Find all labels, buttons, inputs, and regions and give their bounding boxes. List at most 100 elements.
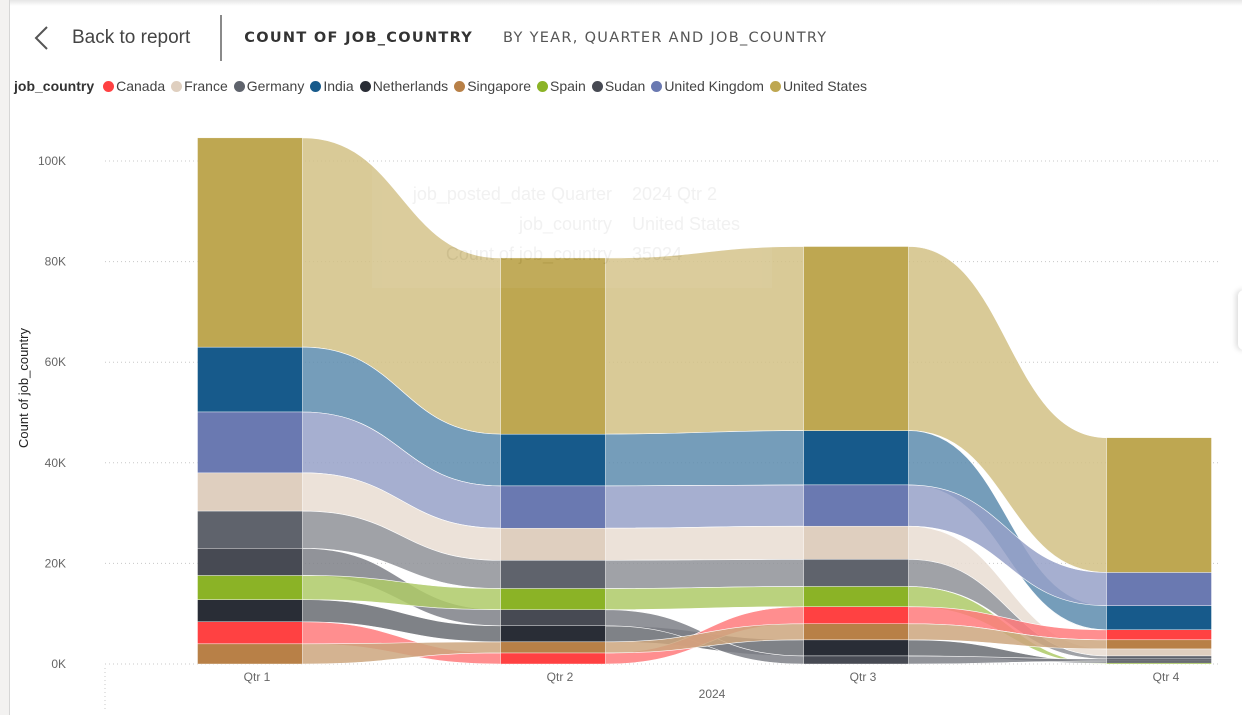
legend-label: Netherlands bbox=[372, 78, 449, 94]
tooltip-ghost-label: job_country bbox=[518, 214, 612, 235]
y-axis-title: Count of job_country bbox=[16, 328, 31, 448]
back-to-report-button[interactable]: Back to report bbox=[30, 23, 190, 53]
bar-segment-germany-qtr-2[interactable] bbox=[500, 560, 606, 589]
tooltip-ghost-value: United States bbox=[632, 214, 740, 234]
bar-segment-germany-qtr-4[interactable] bbox=[1106, 655, 1212, 660]
bar-segment-netherlands-qtr-2[interactable] bbox=[500, 625, 606, 643]
bar-segment-france-qtr-4[interactable] bbox=[1106, 648, 1212, 657]
bar-segment-united-states-qtr-1[interactable] bbox=[197, 137, 303, 348]
bar-segment-france-qtr-3[interactable] bbox=[803, 525, 909, 560]
bar-segment-spain-qtr-3[interactable] bbox=[803, 586, 909, 607]
back-to-report-label: Back to report bbox=[72, 27, 191, 48]
legend-label: Singapore bbox=[467, 78, 532, 94]
legend: job_country Canada France Germany India Neth… bbox=[14, 78, 873, 94]
legend-dot-icon bbox=[454, 80, 466, 92]
bar-segment-singapore-qtr-1[interactable] bbox=[197, 643, 303, 665]
y-tick-label: 80K bbox=[45, 255, 66, 269]
legend-dot-icon bbox=[537, 80, 549, 92]
legend-item-canada[interactable]: Canada bbox=[103, 78, 165, 94]
bar-segment-france-qtr-1[interactable] bbox=[197, 472, 303, 512]
bar-segment-singapore-qtr-2[interactable] bbox=[500, 641, 606, 654]
top-shadow bbox=[0, 0, 1242, 6]
bar-segment-sudan-qtr-2[interactable] bbox=[500, 609, 606, 626]
legend-dot-icon bbox=[359, 80, 371, 92]
tooltip-ghost-value: 35024 bbox=[632, 244, 682, 264]
bar-segment-united-kingdom-qtr-1[interactable] bbox=[197, 411, 303, 474]
visual-subtitle: BY YEAR, QUARTER AND JOB_COUNTRY bbox=[503, 30, 828, 46]
bar-segment-sudan-qtr-1[interactable] bbox=[197, 548, 303, 576]
ribbon-india-2-3[interactable] bbox=[605, 430, 804, 487]
legend-item-sudan[interactable]: Sudan bbox=[591, 78, 646, 94]
bar-segment-united-kingdom-qtr-2[interactable] bbox=[500, 485, 606, 529]
bar-segment-singapore-qtr-3[interactable] bbox=[803, 623, 909, 641]
legend-title: job_country bbox=[14, 78, 95, 94]
legend-label: Spain bbox=[550, 78, 586, 94]
legend-label: France bbox=[184, 78, 228, 94]
legend-item-germany[interactable]: Germany bbox=[233, 78, 304, 94]
legend-dot-icon bbox=[310, 80, 322, 92]
bar-segment-united-states-qtr-2[interactable] bbox=[500, 257, 606, 435]
bar-segment-canada-qtr-3[interactable] bbox=[803, 606, 909, 624]
legend-label: Canada bbox=[116, 78, 166, 94]
bar-segment-netherlands-qtr-1[interactable] bbox=[197, 599, 303, 622]
bar-segment-canada-qtr-1[interactable] bbox=[197, 621, 303, 645]
legend-label: United Kingdom bbox=[664, 78, 764, 94]
bar-segment-singapore-qtr-4[interactable] bbox=[1106, 639, 1212, 650]
bar-segment-sudan-qtr-3[interactable] bbox=[803, 655, 909, 665]
legend-dot-icon bbox=[233, 80, 245, 92]
y-tick-label: 40K bbox=[45, 456, 66, 470]
bar-segment-netherlands-qtr-4[interactable] bbox=[1106, 660, 1212, 664]
legend-dot-icon bbox=[103, 80, 115, 92]
bar-segment-united-kingdom-qtr-3[interactable] bbox=[803, 484, 909, 527]
bar-segment-netherlands-qtr-3[interactable] bbox=[803, 639, 909, 657]
bar-segment-united-states-qtr-3[interactable] bbox=[803, 246, 909, 431]
legend-item-france[interactable]: France bbox=[171, 78, 228, 94]
ribbon-spain-2-3[interactable] bbox=[605, 586, 804, 610]
x-tick-label: Qtr 4 bbox=[1153, 670, 1180, 684]
y-tick-label: 100K bbox=[38, 154, 66, 168]
legend-item-india[interactable]: India bbox=[310, 78, 354, 94]
bar-segment-canada-qtr-2[interactable] bbox=[500, 652, 606, 665]
tooltip-ghost-bg bbox=[372, 168, 772, 288]
legend-item-united-kingdom[interactable]: United Kingdom bbox=[651, 78, 764, 94]
bar-segment-spain-qtr-1[interactable] bbox=[197, 575, 303, 600]
bar-segment-germany-qtr-3[interactable] bbox=[803, 559, 909, 587]
tooltip-ghost-value: 2024 Qtr 2 bbox=[632, 184, 717, 204]
bar-segment-spain-qtr-4[interactable] bbox=[1106, 662, 1212, 665]
x-tick-label: Qtr 2 bbox=[547, 670, 574, 684]
bar-segment-germany-qtr-1[interactable] bbox=[197, 510, 303, 549]
bar-segment-canada-qtr-4[interactable] bbox=[1106, 629, 1212, 641]
tooltip-ghost-label: job_posted_date Quarter bbox=[412, 184, 612, 205]
legend-label: United States bbox=[782, 78, 867, 94]
legend-dot-icon bbox=[591, 80, 603, 92]
legend-dot-icon bbox=[171, 80, 183, 92]
legend-dot-icon bbox=[651, 80, 663, 92]
bar-segment-united-states-qtr-4[interactable] bbox=[1106, 437, 1212, 573]
header-divider bbox=[220, 15, 223, 61]
bar-segment-india-qtr-1[interactable] bbox=[197, 346, 303, 413]
bar-segment-india-qtr-4[interactable] bbox=[1106, 605, 1212, 630]
ribbon-germany-2-3[interactable] bbox=[605, 559, 804, 589]
bar-segment-united-kingdom-qtr-4[interactable] bbox=[1106, 572, 1212, 606]
bar-segment-spain-qtr-2[interactable] bbox=[500, 588, 606, 610]
legend-item-netherlands[interactable]: Netherlands bbox=[359, 78, 449, 94]
x-tick-label: Qtr 1 bbox=[244, 670, 271, 684]
legend-item-singapore[interactable]: Singapore bbox=[454, 78, 531, 94]
legend-dot-icon bbox=[769, 80, 781, 92]
y-tick-label: 60K bbox=[45, 355, 66, 369]
y-tick-label: 0K bbox=[51, 657, 66, 671]
ribbon-united-kingdom-2-3[interactable] bbox=[605, 484, 804, 529]
tooltip-ghost-label: Count of job_country bbox=[446, 244, 612, 265]
ribbon-france-2-3[interactable] bbox=[605, 525, 804, 561]
left-rail bbox=[0, 0, 10, 715]
bar-segment-sudan-qtr-4[interactable] bbox=[1106, 658, 1212, 662]
bar-segment-india-qtr-2[interactable] bbox=[500, 433, 606, 487]
pane-resize-handle[interactable] bbox=[1238, 290, 1242, 350]
bar-segment-india-qtr-3[interactable] bbox=[803, 430, 909, 486]
legend-item-united-states[interactable]: United States bbox=[769, 78, 867, 94]
x-axis-title: 2024 bbox=[699, 687, 726, 701]
legend-label: Sudan bbox=[604, 78, 646, 94]
legend-item-spain[interactable]: Spain bbox=[537, 78, 586, 94]
bar-segment-france-qtr-2[interactable] bbox=[500, 527, 606, 561]
